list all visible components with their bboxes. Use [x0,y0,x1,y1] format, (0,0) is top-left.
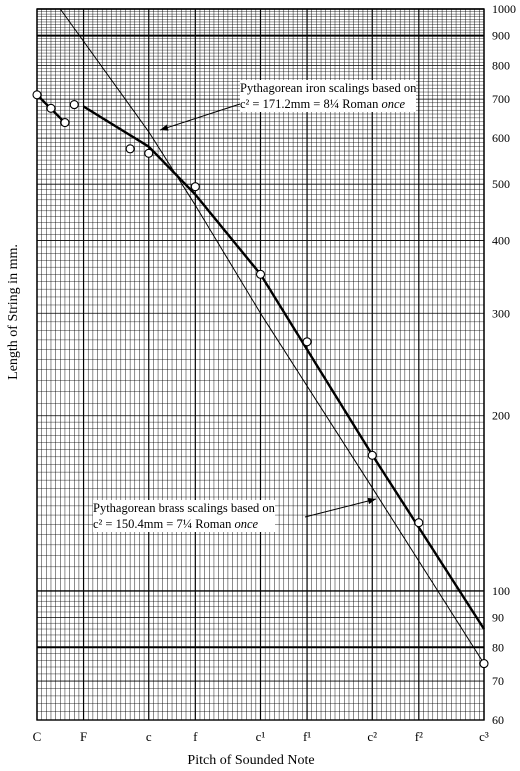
y-tick-label: 100 [492,584,510,598]
marker-layer [32,90,489,669]
leader-brass-head [367,497,376,505]
data-point [367,450,377,460]
leader-layer [159,103,377,518]
y-tick-label: 60 [492,713,504,727]
grid [36,8,485,721]
data-point [60,118,70,128]
x-tick-label: c³ [479,729,489,744]
annotation-iron-line2: c² = 171.2mm = 8¼ Roman once [240,97,406,111]
x-tick-label: f¹ [303,729,311,744]
x-tick-label: f [193,729,198,744]
annotation-brass-line2: c² = 150.4mm = 7¼ Roman once [93,517,259,531]
data-point [69,100,79,110]
y-tick-label: 70 [492,674,504,688]
series-line [59,8,485,664]
annotation-brass: Pythagorean brass scalings based on c² =… [93,500,275,532]
x-tick-label: c² [367,729,377,744]
data-point [255,269,266,279]
y-tick-label: 800 [492,58,510,72]
x-tick-label: C [33,729,42,744]
y-tick-label: 80 [492,640,504,654]
x-tick-label: c¹ [256,729,266,744]
leader-iron-head [160,124,169,131]
annotation-iron: Pythagorean iron scalings based on c² = … [240,80,417,112]
tick-layer: 60 70 80 90 100 200 300 400 500 600 700 800 900 1000 C… [33,2,516,744]
data-point [190,182,200,192]
leader-iron [159,103,241,131]
y-tick-label: 900 [492,29,510,43]
x-tick-label: F [80,729,87,744]
data-point [479,659,489,669]
y-tick-label: 200 [492,409,510,423]
data-point [46,103,56,113]
plot-frame [36,8,485,721]
data-point [144,148,154,158]
y-tick-label: 300 [492,306,510,320]
data-point [32,90,42,100]
annotation-iron-line1: Pythagorean iron scalings based on [240,81,417,95]
x-axis-label: Pitch of Sounded Note [187,753,314,768]
y-tick-label: 1000 [492,2,516,16]
y-axis-label: Length of String in mm. [6,244,21,380]
data-point [125,144,135,154]
x-tick-label: f² [415,729,423,744]
annotation-brass-line1: Pythagorean brass scalings based on [93,501,275,515]
data-point [414,518,424,528]
y-tick-label: 90 [492,611,504,625]
data-point [302,337,312,347]
x-tick-label: c [146,729,152,744]
y-tick-label: 700 [492,92,510,106]
y-tick-label: 500 [492,177,510,191]
y-tick-label: 400 [492,234,510,248]
y-tick-label: 600 [492,131,510,145]
series-line [82,105,486,630]
leader-brass [304,498,377,518]
